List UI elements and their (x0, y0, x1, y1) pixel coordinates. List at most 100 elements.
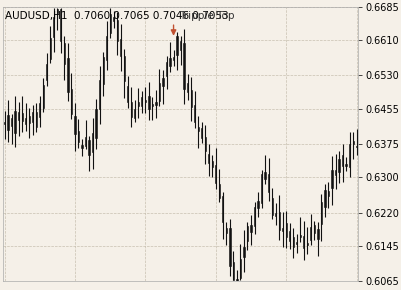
Bar (313, 225, 314, 233)
Bar (148, 96, 149, 108)
Bar (28, 116, 30, 123)
Bar (264, 173, 265, 179)
Bar (324, 191, 325, 206)
Bar (299, 235, 300, 237)
Bar (18, 113, 19, 120)
Bar (8, 115, 9, 130)
Bar (25, 118, 26, 124)
Bar (348, 144, 349, 167)
Bar (109, 14, 111, 33)
Bar (215, 165, 216, 183)
Bar (225, 228, 227, 233)
Bar (81, 144, 83, 148)
Bar (106, 36, 107, 60)
Bar (197, 127, 198, 131)
Bar (204, 137, 205, 151)
Bar (14, 111, 16, 133)
Bar (99, 80, 100, 108)
Bar (229, 228, 230, 266)
Bar (344, 164, 346, 166)
Bar (320, 202, 321, 224)
Bar (271, 198, 272, 215)
Bar (46, 64, 47, 79)
Bar (127, 86, 128, 102)
Bar (120, 39, 121, 56)
Bar (186, 83, 188, 93)
Bar (180, 41, 181, 50)
Bar (352, 141, 353, 144)
Bar (116, 20, 117, 41)
Bar (243, 247, 244, 257)
Bar (302, 236, 304, 248)
Bar (316, 229, 318, 239)
Bar (60, 10, 61, 41)
Bar (257, 201, 258, 208)
Bar (341, 155, 342, 166)
Bar (172, 57, 174, 60)
Bar (36, 112, 37, 127)
Bar (330, 170, 332, 188)
Bar (292, 237, 293, 247)
Bar (282, 228, 283, 231)
Bar (211, 162, 213, 167)
Bar (71, 89, 72, 114)
Bar (250, 225, 251, 232)
Bar (144, 100, 146, 102)
Bar (278, 212, 279, 230)
Bar (85, 137, 86, 146)
Bar (43, 85, 44, 108)
Bar (67, 58, 68, 92)
Bar (92, 133, 93, 152)
Bar (236, 279, 237, 283)
Bar (183, 44, 184, 89)
Bar (253, 207, 255, 226)
Bar (334, 170, 335, 175)
Bar (102, 57, 103, 84)
Bar (239, 259, 241, 278)
Bar (88, 140, 89, 155)
Bar (338, 159, 339, 172)
Bar (124, 56, 125, 81)
Bar (218, 184, 219, 198)
Bar (190, 90, 191, 108)
Bar (296, 242, 297, 244)
Bar (4, 122, 5, 124)
Bar (130, 102, 132, 117)
Bar (95, 109, 97, 138)
Bar (169, 58, 170, 66)
Bar (166, 62, 167, 76)
Bar (194, 105, 195, 122)
Bar (208, 154, 209, 163)
Bar (53, 17, 54, 37)
Bar (327, 191, 328, 196)
Bar (176, 37, 177, 55)
Bar (57, 9, 58, 12)
Bar (267, 174, 269, 192)
Bar (74, 116, 75, 134)
Bar (39, 103, 40, 117)
Bar (274, 213, 275, 216)
Bar (260, 174, 261, 203)
Bar (355, 146, 356, 147)
Bar (32, 112, 33, 122)
Bar (22, 113, 23, 121)
Bar (288, 231, 290, 241)
Bar (285, 224, 286, 237)
Bar (134, 108, 135, 118)
Bar (310, 227, 311, 240)
Text: Tripple Top: Tripple Top (178, 11, 234, 21)
Bar (141, 97, 142, 106)
Bar (11, 118, 12, 126)
Bar (306, 243, 307, 245)
Bar (64, 43, 65, 64)
Bar (113, 17, 114, 21)
Bar (78, 131, 79, 142)
Bar (162, 78, 163, 86)
Bar (155, 102, 156, 106)
Text: AUDUSD,H1  0.7060 0.7065 0.7046 0.7053: AUDUSD,H1 0.7060 0.7065 0.7046 0.7053 (4, 11, 228, 21)
Bar (200, 128, 202, 138)
Bar (246, 226, 247, 241)
Bar (158, 83, 160, 101)
Bar (50, 38, 51, 59)
Bar (232, 262, 233, 280)
